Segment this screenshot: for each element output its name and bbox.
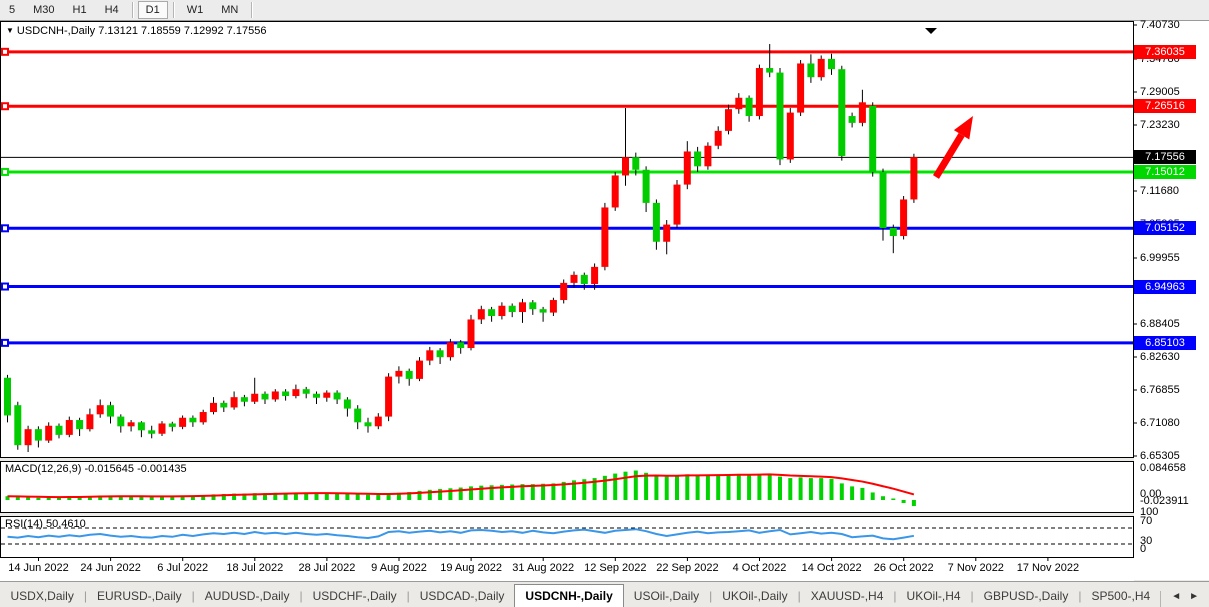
price-tick-label: 7.11680 [1140, 185, 1179, 197]
tab-scroll-right-icon[interactable]: ► [1189, 591, 1199, 602]
timeframe-toolbar: 5 M30 H1 H4 D1 W1 MN [0, 0, 1209, 21]
price-tick-label: 6.76855 [1140, 384, 1180, 396]
timeframe-button-h1[interactable]: H1 [72, 4, 87, 16]
timeframe-button-m30[interactable]: M30 [33, 4, 55, 16]
tab-separator: | [970, 589, 974, 603]
price-tick-label: 7.40730 [1140, 19, 1180, 31]
date-tick-label: 24 Jun 2022 [80, 562, 141, 574]
price-level-badge: 6.85103 [1134, 335, 1196, 350]
tab-separator: | [797, 589, 801, 603]
macd-scale-label: 0.084658 [1140, 462, 1186, 474]
date-tick-label: 9 Aug 2022 [371, 562, 427, 574]
price-tick-label: 6.99955 [1140, 252, 1180, 264]
price-level-badge: 7.36035 [1134, 44, 1196, 59]
tab-separator: | [191, 589, 195, 603]
date-tick-label: 22 Sep 2022 [656, 562, 719, 574]
symbol-tab-sp500-h4[interactable]: SP500-,H4 [1091, 589, 1151, 603]
date-tick-label: 14 Jun 2022 [8, 562, 69, 574]
date-tick-label: 28 Jul 2022 [298, 562, 356, 574]
date-tick-label: 4 Oct 2022 [732, 562, 787, 574]
symbol-tab-usdx-daily[interactable]: USDX,Daily [10, 589, 74, 603]
macd-scale-label: -0.023911 [1140, 495, 1189, 507]
time-axis[interactable]: 14 Jun 2022 24 Jun 2022 6 Jul 2022 18 Jul 2… [0, 558, 1134, 581]
timeframe-button-w1[interactable]: W1 [186, 4, 204, 16]
tab-separator: | [83, 589, 87, 603]
timeframe-button-5[interactable]: 5 [9, 4, 16, 16]
rsi-scale-label: 30 [1140, 535, 1153, 547]
symbol-tab-gbpusd-daily[interactable]: GBPUSD-,Daily [983, 589, 1069, 603]
date-tick-label: 26 Oct 2022 [873, 562, 934, 574]
symbol-tab-ukoil-h4[interactable]: UKOil-,H4 [906, 589, 961, 603]
rsi-scale-label: 0 [1140, 543, 1147, 555]
timeframe-button-mn[interactable]: MN [221, 4, 239, 16]
price-axis[interactable]: 7.407307.347807.290057.232307.174557.116… [1134, 19, 1209, 580]
date-tick-label: 14 Oct 2022 [801, 562, 862, 574]
rsi-panel[interactable] [0, 516, 1134, 558]
symbol-tab-bar: USDX,Daily | EURUSD-,Daily | AUDUSD-,Daily | U… [0, 581, 1209, 607]
tab-separator: | [709, 589, 713, 603]
price-level-badge: 6.94963 [1134, 279, 1196, 294]
symbol-name: USDCNH-,Daily [16, 25, 96, 37]
macd-label: MACD(12,26,9) -0.015645 -0.001435 [5, 463, 187, 475]
symbol-tab-audusd-daily[interactable]: AUDUSD-,Daily [204, 589, 290, 603]
timeframe-button-h4[interactable]: H4 [104, 4, 119, 16]
price-level-badge: 7.05152 [1134, 221, 1196, 236]
tab-separator: | [893, 589, 897, 603]
ohlc-info-icon: ▼ [6, 26, 14, 35]
rsi-scale-label: 70 [1140, 515, 1153, 527]
toolbar-separator [131, 2, 133, 18]
symbol-tab-eurusd-daily[interactable]: EURUSD-,Daily [96, 589, 182, 603]
tab-scroll-left-icon[interactable]: ◄ [1171, 591, 1182, 602]
date-tick-label: 18 Jul 2022 [226, 562, 284, 574]
price-chart-panel[interactable] [0, 21, 1134, 458]
toolbar-separator [251, 2, 253, 18]
toolbar-separator [172, 2, 174, 18]
price-tick-label: 6.65305 [1140, 450, 1180, 462]
rsi-label: RSI(14) 50.4610 [5, 518, 86, 530]
price-level-badge: 7.15012 [1134, 164, 1196, 179]
timeframe-button-d1[interactable]: D1 [137, 1, 168, 19]
symbol-tab-ukoil-daily[interactable]: UKOil-,Daily [722, 589, 788, 603]
ohlc-values: 7.13121 7.18559 7.12992 7.17556 [98, 25, 267, 37]
price-tick-label: 7.23230 [1140, 119, 1180, 131]
date-tick-label: 12 Sep 2022 [584, 562, 647, 574]
price-tick-label: 6.82630 [1140, 351, 1180, 363]
symbol-tab-usdcad-daily[interactable]: USDCAD-,Daily [419, 589, 505, 603]
rsi-scale-label: 100 [1140, 506, 1159, 518]
price-tick-label: 6.71080 [1140, 417, 1180, 429]
symbol-tab-usdchf-daily[interactable]: USDCHF-,Daily [312, 589, 397, 603]
price-level-badge: 7.26516 [1134, 99, 1196, 114]
date-tick-label: 19 Aug 2022 [440, 562, 502, 574]
tab-separator: | [1078, 589, 1082, 603]
macd-scale-label: 0.00 [1140, 488, 1162, 500]
price-level-badge: 7.17556 [1134, 150, 1196, 165]
date-tick-label: 7 Nov 2022 [947, 562, 1004, 574]
price-tick-label: 6.88405 [1140, 318, 1180, 330]
date-tick-label: 6 Jul 2022 [157, 562, 209, 574]
tab-separator: | [406, 589, 410, 603]
symbol-tab-usdcnh-daily[interactable]: USDCNH-,Daily [514, 584, 624, 607]
tab-separator: | [299, 589, 303, 603]
symbol-tab-usoil-daily[interactable]: USOil-,Daily [633, 589, 700, 603]
symbol-tab-xauusd-h4[interactable]: XAUUSD-,H4 [810, 589, 884, 603]
date-tick-label: 17 Nov 2022 [1016, 562, 1080, 574]
chart-title: ▼ USDCNH-,Daily 7.13121 7.18559 7.12992 7… [6, 25, 266, 37]
price-tick-label: 7.29005 [1140, 86, 1180, 98]
date-tick-label: 31 Aug 2022 [512, 562, 575, 574]
